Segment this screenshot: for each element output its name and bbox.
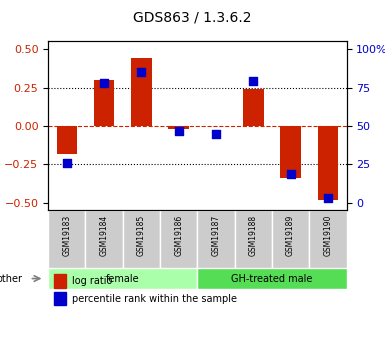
Text: GSM19184: GSM19184 (100, 215, 109, 256)
Text: GDS863 / 1.3.6.2: GDS863 / 1.3.6.2 (133, 10, 252, 24)
Point (250, 79, 256, 84)
Text: percentile rank within the sample: percentile rank within the sample (72, 294, 237, 304)
Text: GSM19188: GSM19188 (249, 215, 258, 256)
Text: GSM19185: GSM19185 (137, 215, 146, 256)
Text: log ratio: log ratio (72, 276, 112, 286)
Text: GSM19187: GSM19187 (211, 215, 221, 256)
Bar (168, 126, 189, 129)
Point (138, 69, 144, 75)
Point (64, 160, 70, 166)
Bar (54, 274, 66, 288)
Bar (57, 126, 77, 154)
Text: GSM19190: GSM19190 (323, 215, 332, 256)
FancyBboxPatch shape (123, 210, 160, 268)
Text: GSM19186: GSM19186 (174, 215, 183, 256)
Text: GSM19183: GSM19183 (62, 215, 71, 256)
Point (101, 80, 107, 86)
Point (213, 131, 219, 136)
Text: GSM19189: GSM19189 (286, 215, 295, 256)
Point (288, 171, 294, 176)
FancyBboxPatch shape (234, 210, 272, 268)
Bar (280, 126, 301, 178)
FancyBboxPatch shape (197, 210, 234, 268)
Bar (318, 126, 338, 200)
FancyBboxPatch shape (309, 210, 346, 268)
FancyBboxPatch shape (85, 210, 123, 268)
FancyBboxPatch shape (160, 210, 197, 268)
FancyBboxPatch shape (48, 210, 85, 268)
Point (176, 128, 182, 133)
Bar (243, 89, 263, 126)
Bar (131, 58, 152, 126)
Bar (94, 80, 114, 126)
Bar (54, 292, 66, 305)
Point (325, 195, 331, 201)
FancyBboxPatch shape (272, 210, 309, 268)
